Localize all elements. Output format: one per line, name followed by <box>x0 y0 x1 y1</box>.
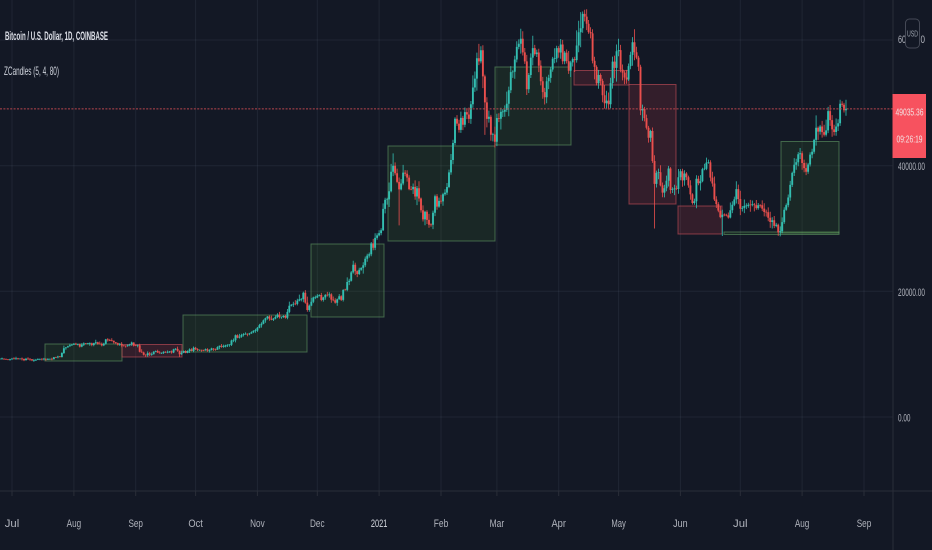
svg-text:2021: 2021 <box>371 518 388 530</box>
svg-text:Jul: Jul <box>5 518 20 530</box>
svg-text:Oct: Oct <box>188 518 203 530</box>
svg-text:20000.00: 20000.00 <box>898 287 925 299</box>
svg-text:Sep: Sep <box>128 518 143 530</box>
svg-text:Jul: Jul <box>733 518 748 530</box>
svg-text:60: 60 <box>898 34 906 46</box>
svg-text:49035.36: 49035.36 <box>896 107 924 119</box>
svg-text:40000.00: 40000.00 <box>898 161 925 173</box>
svg-text:Sep: Sep <box>857 518 872 530</box>
svg-text:0.00: 0.00 <box>898 413 911 425</box>
svg-text:Apr: Apr <box>551 518 566 530</box>
svg-text:Feb: Feb <box>434 518 449 530</box>
svg-text:0: 0 <box>921 34 926 46</box>
svg-text:ZCandles (5, 4, 80): ZCandles (5, 4, 80) <box>4 64 59 78</box>
svg-text:Jun: Jun <box>673 518 688 530</box>
svg-text:Mar: Mar <box>490 518 505 530</box>
svg-text:09:26:19: 09:26:19 <box>897 134 923 146</box>
svg-text:Aug: Aug <box>67 518 82 530</box>
svg-text:USD: USD <box>907 30 918 39</box>
svg-text:May: May <box>611 518 626 530</box>
svg-text:Dec: Dec <box>310 518 325 530</box>
svg-text:Bitcoin / U.S. Dollar, 1D, COI: Bitcoin / U.S. Dollar, 1D, COINBASE <box>5 29 108 43</box>
svg-text:Aug: Aug <box>795 518 810 530</box>
svg-text:Nov: Nov <box>250 518 265 530</box>
